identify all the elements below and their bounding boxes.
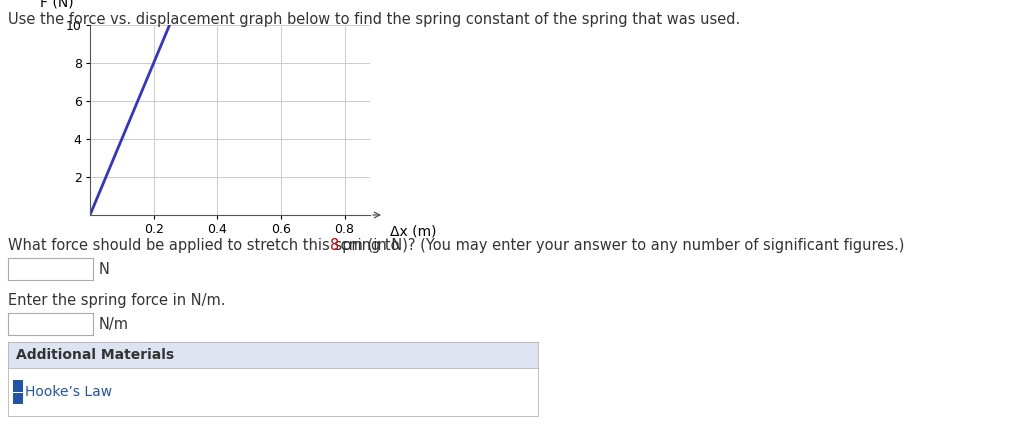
Text: Additional Materials: Additional Materials [16,348,174,362]
Text: What force should be applied to stretch this spring to: What force should be applied to stretch … [8,238,404,253]
Text: Δx (m): Δx (m) [389,224,436,238]
Text: F (N): F (N) [40,0,74,10]
Text: 8: 8 [330,238,339,253]
Text: Use the force vs. displacement graph below to find the spring constant of the sp: Use the force vs. displacement graph bel… [8,12,740,27]
Bar [13,391,23,393]
Text: Hooke’s Law: Hooke’s Law [26,385,113,399]
Text: N/m: N/m [99,316,129,332]
Text: cm (in N)? (You may enter your answer to any number of significant figures.): cm (in N)? (You may enter your answer to… [336,238,904,253]
Text: Enter the spring force in N/m.: Enter the spring force in N/m. [8,293,225,308]
Text: N: N [99,262,110,276]
Bar [13,380,23,404]
